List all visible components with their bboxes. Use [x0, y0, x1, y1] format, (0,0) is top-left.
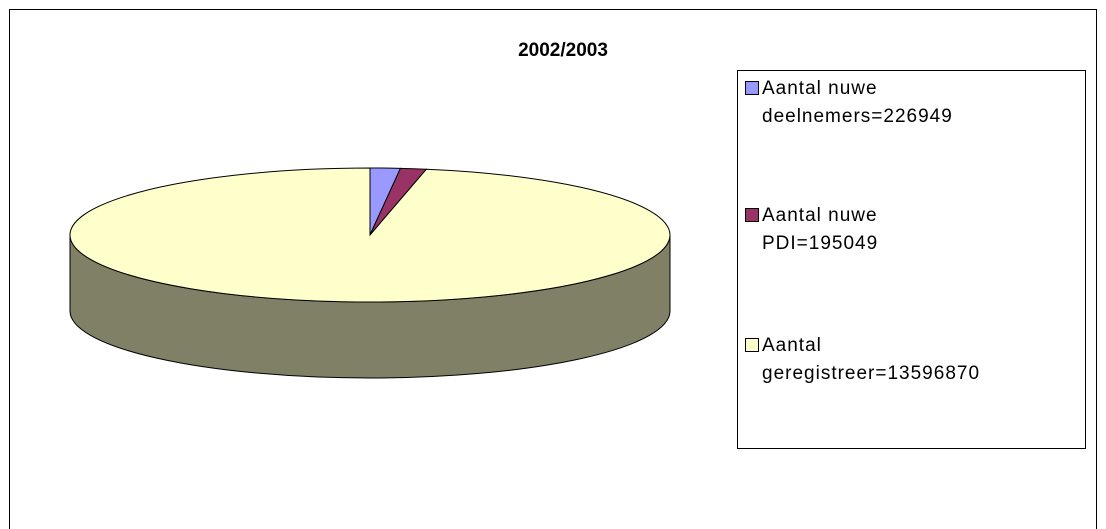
- legend-line: deelnemers=226949: [762, 106, 953, 127]
- pie-slice: [69, 167, 671, 303]
- legend-label: Aantal nuwe deelnemers=226949: [762, 78, 953, 127]
- legend-line: Aantal: [762, 335, 822, 356]
- legend-line: geregistreer=13596870: [762, 363, 980, 384]
- legend-line: Aantal nuwe: [762, 78, 878, 99]
- legend-swatch: [745, 81, 759, 95]
- legend-label: Aantal geregistreer=13596870: [762, 335, 980, 384]
- legend-label: Aantal nuwe PDI=195049: [762, 205, 878, 254]
- chart-title: 2002/2003: [518, 40, 608, 61]
- legend-line: PDI=195049: [762, 233, 878, 254]
- legend-swatch: [745, 338, 759, 352]
- legend-swatch: [745, 208, 759, 222]
- legend-box: [737, 70, 1086, 449]
- legend-line: Aantal nuwe: [762, 205, 878, 226]
